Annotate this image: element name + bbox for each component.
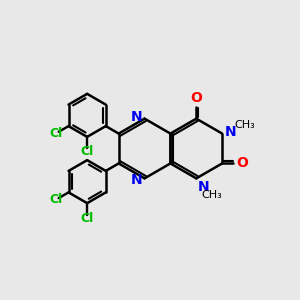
- Text: CH₃: CH₃: [235, 120, 255, 130]
- Text: O: O: [236, 156, 248, 170]
- Text: CH₃: CH₃: [202, 190, 222, 200]
- Text: Cl: Cl: [49, 127, 62, 140]
- Text: Cl: Cl: [80, 212, 94, 225]
- Text: O: O: [190, 91, 202, 105]
- Text: N: N: [224, 125, 236, 140]
- Text: N: N: [198, 180, 209, 194]
- Text: Cl: Cl: [80, 145, 94, 158]
- Text: Cl: Cl: [49, 194, 62, 206]
- Text: N: N: [130, 110, 142, 124]
- Text: N: N: [130, 172, 142, 187]
